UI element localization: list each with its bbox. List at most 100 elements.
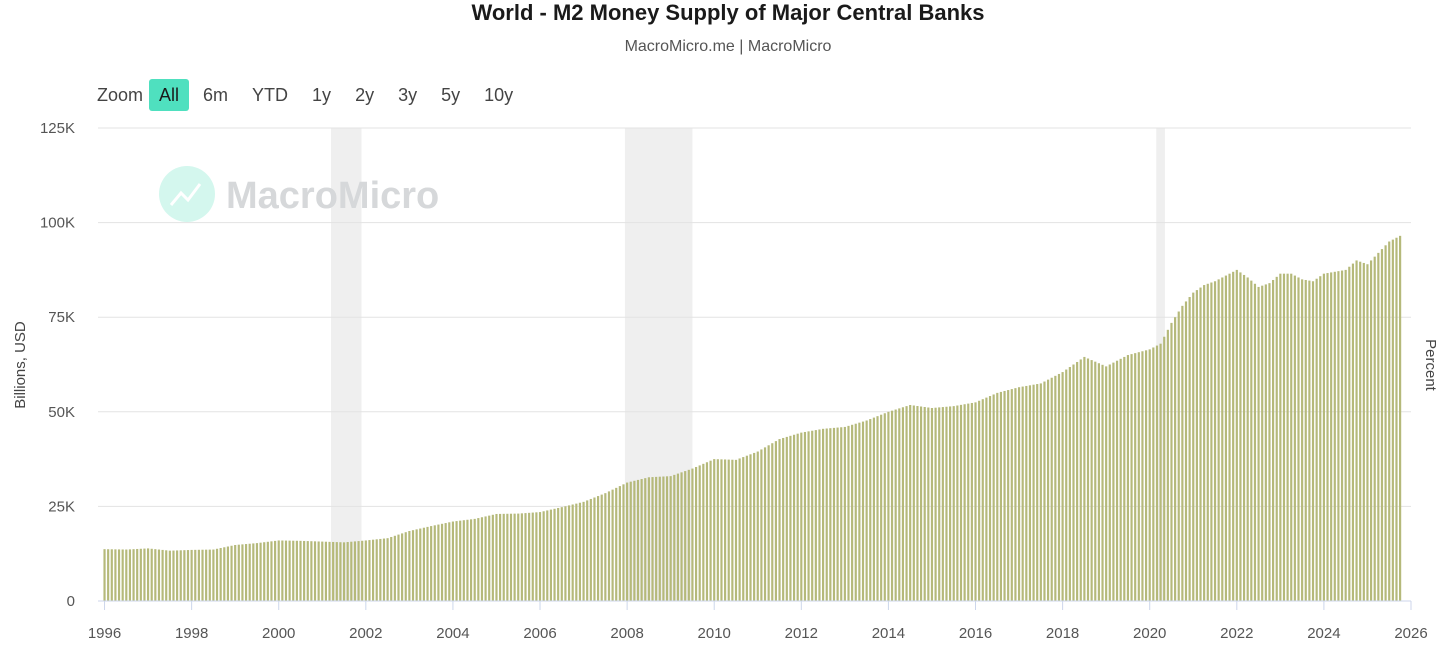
bar-342 <box>1344 269 1347 601</box>
zoom-button-5y[interactable]: 5y <box>441 85 461 105</box>
bar-75 <box>375 539 378 601</box>
bar-313 <box>1239 272 1242 601</box>
bar-155 <box>665 476 669 601</box>
bar-305 <box>1210 282 1213 601</box>
bar-291 <box>1159 343 1162 601</box>
bar-270 <box>1083 356 1086 601</box>
bar-158 <box>676 473 680 601</box>
bar-105 <box>484 516 487 601</box>
bar-13 <box>150 548 153 601</box>
x-axis: 1996 1998 2000 2002 2004 2006 2008 2010 2012 2014… <box>88 600 1428 642</box>
bar-223 <box>912 405 915 601</box>
bar-311 <box>1232 271 1235 601</box>
bar-347 <box>1362 262 1365 601</box>
bar-78 <box>386 538 389 601</box>
bar-110 <box>502 513 505 601</box>
bar-41 <box>252 543 255 601</box>
bar-195 <box>811 430 814 601</box>
bar-327 <box>1290 273 1293 601</box>
bar-285 <box>1137 352 1140 601</box>
bar-145 <box>629 481 632 601</box>
bar-301 <box>1195 290 1198 601</box>
bar-20 <box>176 550 179 601</box>
bar-8 <box>132 549 135 601</box>
bar-93 <box>440 523 444 601</box>
bar-79 <box>390 536 393 601</box>
bar-343 <box>1348 266 1351 601</box>
zoom-button-1y[interactable]: 1y <box>312 85 332 105</box>
bar-42 <box>255 543 259 601</box>
y-axis-title: Billions, USD <box>12 321 29 409</box>
bar-193 <box>803 431 807 601</box>
bar-1 <box>107 549 110 601</box>
bar-111 <box>506 513 509 601</box>
bar-356 <box>1395 237 1398 601</box>
bar-295 <box>1174 317 1177 601</box>
bar-96 <box>451 521 455 601</box>
bar-16 <box>161 549 164 601</box>
bar-143 <box>622 484 625 601</box>
x-tick-label-14: 2024 <box>1307 625 1340 642</box>
bar-239 <box>970 402 973 601</box>
bar-350 <box>1373 256 1376 601</box>
bar-191 <box>796 433 799 601</box>
x-tick-label-10: 2016 <box>959 625 992 642</box>
bar-225 <box>919 406 923 601</box>
bar-73 <box>368 540 371 601</box>
bar-243 <box>985 397 988 601</box>
bar-257 <box>1036 384 1039 601</box>
bar-7 <box>128 549 132 601</box>
bar-81 <box>397 534 400 601</box>
zoom-button-10y[interactable]: 10y <box>484 85 514 105</box>
bar-72 <box>364 540 367 601</box>
bar-0 <box>103 549 106 601</box>
bar-322 <box>1272 279 1275 601</box>
x-tick-label-9: 2014 <box>872 625 905 642</box>
bar-184 <box>771 443 774 601</box>
zoom-button-2y[interactable]: 2y <box>355 85 375 105</box>
bar-149 <box>644 478 647 601</box>
y-tick-label-0: 0 <box>67 593 75 610</box>
zoom-button-ytd[interactable]: YTD <box>252 85 289 105</box>
bar-50 <box>284 540 288 601</box>
bar-167 <box>709 460 712 601</box>
bar-26 <box>197 549 200 601</box>
bar-240 <box>974 402 977 601</box>
bar-248 <box>1003 390 1006 601</box>
zoom-button-all[interactable]: All <box>149 79 190 111</box>
bar-205 <box>847 425 850 601</box>
bar-52 <box>292 540 295 601</box>
bar-60 <box>321 541 324 601</box>
zoom-button-3y[interactable]: 3y <box>398 85 418 105</box>
bar-157 <box>673 474 676 601</box>
x-tick-label-7: 2010 <box>698 625 731 642</box>
bar-290 <box>1155 345 1159 601</box>
bar-357 <box>1399 235 1402 601</box>
zoom-toolbar: Zoom All 6m YTD 1y 2y 3y 5y 10y <box>97 79 527 111</box>
bar-61 <box>324 541 327 601</box>
bar-297 <box>1181 305 1184 601</box>
bar-334 <box>1315 278 1318 601</box>
bar-253 <box>1021 386 1024 601</box>
bar-175 <box>738 458 741 601</box>
zoom-button-6m[interactable]: 6m <box>203 85 229 105</box>
bar-338 <box>1330 272 1333 601</box>
bar-251 <box>1014 388 1017 601</box>
watermark-logo-icon <box>159 166 215 222</box>
bar-249 <box>1007 390 1010 601</box>
bar-141 <box>615 487 618 601</box>
bar-116 <box>524 513 527 601</box>
bar-287 <box>1144 350 1148 601</box>
bar-352 <box>1380 249 1384 601</box>
x-tick-label-11: 2018 <box>1046 625 1079 642</box>
bar-189 <box>789 435 792 601</box>
bar-238 <box>967 403 970 601</box>
bar-31 <box>215 548 219 601</box>
bar-47 <box>274 540 277 601</box>
bar-104 <box>480 517 484 601</box>
bar-335 <box>1319 276 1322 601</box>
bar-77 <box>382 538 386 601</box>
bar-355 <box>1391 239 1394 602</box>
bar-147 <box>636 479 640 601</box>
bar-25 <box>194 549 197 601</box>
